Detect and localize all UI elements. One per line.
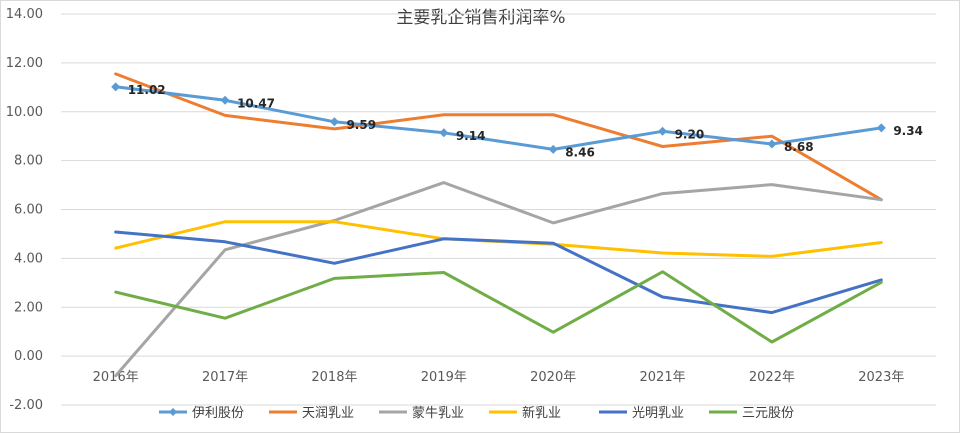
series-line	[114, 85, 883, 151]
series-lines	[111, 72, 886, 378]
data-point-marker	[329, 117, 339, 127]
legend-label: 新乳业	[522, 405, 561, 421]
x-axis-tick-labels: 2016年 2017年 2018年 2019年 2020年 2021年 2022年 2023年	[93, 370, 905, 385]
y-tick-label: 14.00	[6, 7, 43, 22]
x-tick-label: 2021年	[640, 370, 686, 385]
y-tick-label: -2.00	[9, 398, 43, 413]
data-point-marker	[439, 128, 449, 138]
data-label: 8.68	[784, 140, 814, 154]
data-label: 10.47	[237, 96, 275, 110]
legend: 伊利股份 天润乳业 蒙牛乳业 新乳业 光明乳业 三元股份	[159, 405, 794, 421]
legend-label: 光明乳业	[632, 406, 684, 421]
gridlines	[61, 13, 936, 406]
x-tick-label: 2020年	[530, 370, 576, 385]
series-line	[114, 72, 883, 202]
data-label: 11.02	[128, 83, 166, 97]
y-tick-label: 0.00	[14, 349, 43, 364]
y-tick-label: 8.00	[14, 154, 43, 169]
y-axis-tick-labels: -2.00 0.00 2.00 4.00 6.00 8.00 10.00 12.00 14.00	[6, 7, 43, 413]
data-labels: 11.02 10.47 9.59 9.14 8.46 9.20 8.68 9.34	[128, 83, 923, 160]
y-tick-label: 4.00	[14, 251, 43, 266]
data-label: 9.14	[456, 129, 486, 143]
x-tick-label: 2016年	[93, 370, 139, 385]
chart-title: 主要乳企销售利润率%	[396, 8, 565, 28]
data-point-marker	[767, 139, 777, 149]
x-tick-label: 2018年	[311, 370, 357, 385]
data-label: 9.59	[346, 118, 376, 132]
data-label: 9.20	[675, 127, 705, 141]
data-point-marker	[220, 95, 230, 105]
data-label: 8.46	[565, 145, 595, 159]
series-line	[114, 220, 883, 258]
x-tick-label: 2019年	[421, 370, 467, 385]
series-line	[114, 181, 883, 378]
x-tick-label: 2017年	[202, 370, 248, 385]
x-tick-label: 2023年	[858, 370, 904, 385]
legend-marker	[169, 408, 177, 416]
data-label: 9.34	[893, 124, 923, 138]
legend-label: 蒙牛乳业	[412, 406, 464, 421]
x-tick-label: 2022年	[749, 370, 795, 385]
legend-label: 三元股份	[742, 406, 794, 421]
data-point-marker	[658, 126, 668, 136]
series-line	[114, 230, 883, 315]
y-tick-label: 12.00	[6, 56, 43, 71]
y-tick-label: 10.00	[6, 105, 43, 120]
legend-label: 天润乳业	[302, 406, 354, 421]
y-tick-label: 2.00	[14, 300, 43, 315]
data-point-marker	[111, 82, 121, 92]
data-point-marker	[548, 144, 558, 154]
y-tick-label: 6.00	[14, 203, 43, 218]
legend-label: 伊利股份	[192, 406, 244, 421]
data-point-marker	[876, 123, 886, 133]
series-line	[114, 270, 883, 344]
